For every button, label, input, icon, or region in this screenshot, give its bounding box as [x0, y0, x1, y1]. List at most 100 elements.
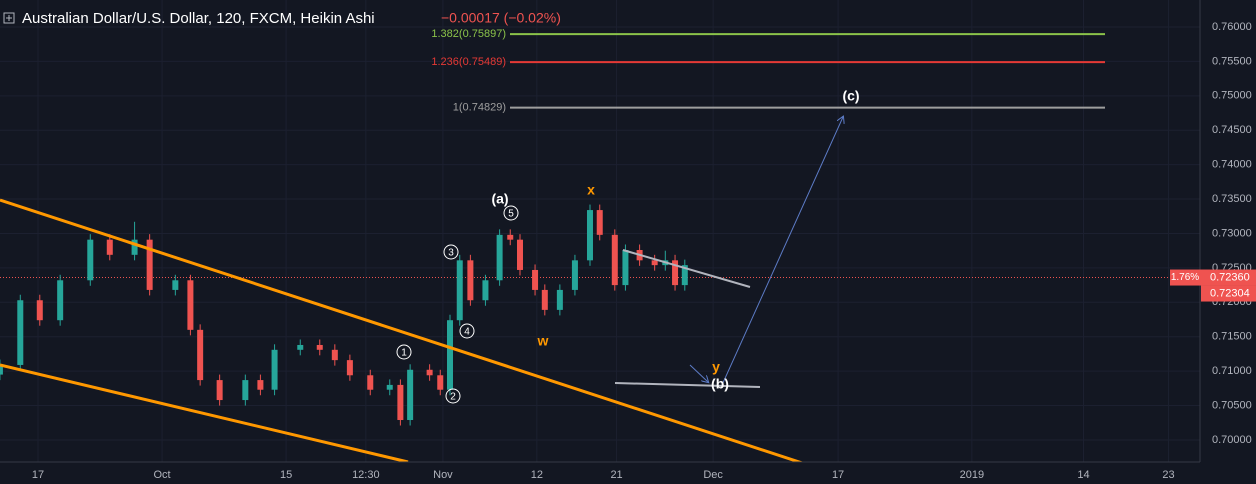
channel-lower: [0, 363, 409, 464]
y-tick-label: 0.73000: [1212, 227, 1252, 239]
candle-body: [496, 234, 503, 281]
x-tick-label: 17: [832, 469, 844, 481]
candles: [0, 204, 688, 426]
price-label: 0.72360: [1210, 271, 1250, 283]
wave-circle: [396, 344, 412, 360]
triangle-lower: [614, 382, 761, 388]
time-axis: [0, 462, 1256, 484]
candle-body: [681, 265, 688, 286]
wave-label: x: [587, 182, 595, 198]
wave-label: (a): [491, 191, 508, 207]
candle-body: [596, 210, 603, 235]
candle-body: [57, 280, 64, 321]
candle-body: [257, 380, 264, 390]
fib-label: 1.236(0.75489): [431, 56, 506, 68]
y-tick-label: 0.75000: [1212, 90, 1252, 102]
triangle-upper: [622, 249, 751, 288]
candle-body: [17, 300, 24, 365]
y-tick-label: 0.70500: [1212, 399, 1252, 411]
price-axis: [1200, 0, 1256, 484]
x-tick-label: 21: [610, 469, 622, 481]
candle-body: [467, 260, 474, 301]
candle-body: [437, 375, 444, 390]
arrow: [721, 117, 843, 386]
y-tick-label: 0.74500: [1212, 124, 1252, 136]
candle-body: [297, 344, 304, 350]
wave-label: 4: [464, 327, 470, 338]
candle-body: [331, 349, 338, 361]
wave-label: 3: [448, 248, 454, 259]
price-label: 0.72304: [1210, 287, 1250, 299]
wave-label: (c): [842, 88, 859, 104]
wave-label: w: [537, 333, 549, 349]
wave-circle: [503, 205, 519, 221]
x-tick-label: Nov: [433, 469, 453, 481]
x-tick-label: 23: [1162, 469, 1174, 481]
candle-body: [672, 260, 679, 286]
candle-body: [197, 329, 204, 381]
wave-label: 5: [508, 209, 514, 220]
percent-box: [1170, 269, 1201, 286]
candle-body: [651, 260, 658, 266]
candle-body: [482, 280, 489, 301]
candle-body: [556, 289, 563, 310]
x-tick-label: 12: [531, 469, 543, 481]
x-tick-label: Oct: [153, 469, 170, 481]
y-tick-label: 0.70000: [1212, 434, 1252, 446]
fib-levels: 1.382(0.75897) 1.236(0.75489) 1(0.74829): [431, 28, 1105, 113]
arrow: [689, 364, 708, 382]
channel-upper: [0, 198, 872, 484]
candle-body: [131, 239, 138, 255]
candle-body: [0, 364, 3, 375]
grid: [0, 0, 1200, 462]
candle-body: [316, 344, 323, 350]
x-tick-label: 14: [1077, 469, 1089, 481]
candle-body: [36, 300, 43, 321]
price-change: −0.00017 (−0.02%): [441, 10, 561, 26]
percent-label: 1.76%: [1171, 272, 1199, 283]
candle-body: [87, 239, 94, 281]
wave-label: 1: [401, 348, 407, 359]
candle-body: [571, 260, 578, 290]
wave-label: y: [712, 359, 720, 375]
candle-body: [242, 380, 249, 401]
fib-label: 1(0.74829): [453, 101, 506, 113]
y-tick-label: 0.73500: [1212, 193, 1252, 205]
y-tick-label: 0.76000: [1212, 21, 1252, 33]
candle-body: [456, 260, 463, 321]
candle-body: [106, 239, 113, 255]
x-tick-label: 15: [280, 469, 292, 481]
candle-body: [586, 210, 593, 261]
chart-title: Australian Dollar/U.S. Dollar, 120, FXCM…: [22, 10, 375, 27]
candle-body: [386, 384, 393, 390]
candle-body: [407, 369, 414, 421]
fib-label: 1.382(0.75897): [431, 28, 506, 40]
candle-body: [146, 239, 153, 290]
drawings: [0, 117, 872, 484]
candle-body: [271, 349, 278, 390]
candle-body: [611, 234, 618, 286]
wave-circle: [445, 388, 461, 404]
candle-body: [367, 375, 374, 390]
y-tick-label: 0.71500: [1212, 331, 1252, 343]
y-tick-label: 0.74000: [1212, 159, 1252, 171]
candle-body: [622, 249, 629, 286]
candle-body: [397, 384, 404, 421]
candle-body: [516, 239, 523, 270]
y-tick-label: 0.71000: [1212, 365, 1252, 377]
wave-labels: (a) 5 3 4 1 2 x w y (b) (c): [396, 88, 860, 404]
price-box: [1201, 269, 1256, 286]
candle-body: [346, 360, 353, 376]
x-tick-label: 12:30: [352, 469, 380, 481]
wave-circle: [443, 244, 459, 260]
price-box: [1201, 285, 1256, 302]
y-tick-label: 0.75500: [1212, 55, 1252, 67]
wave-circle: [459, 323, 475, 339]
collapse-icon[interactable]: [3, 12, 15, 24]
x-tick-label: 17: [32, 469, 44, 481]
candle-body: [426, 369, 433, 376]
wave-label: (b): [711, 376, 729, 392]
x-tick-label: 2019: [960, 469, 984, 481]
